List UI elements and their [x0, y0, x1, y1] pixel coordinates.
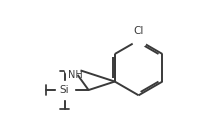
Text: NH: NH: [68, 70, 82, 80]
Text: Si: Si: [60, 85, 69, 95]
Text: Cl: Cl: [133, 26, 144, 36]
